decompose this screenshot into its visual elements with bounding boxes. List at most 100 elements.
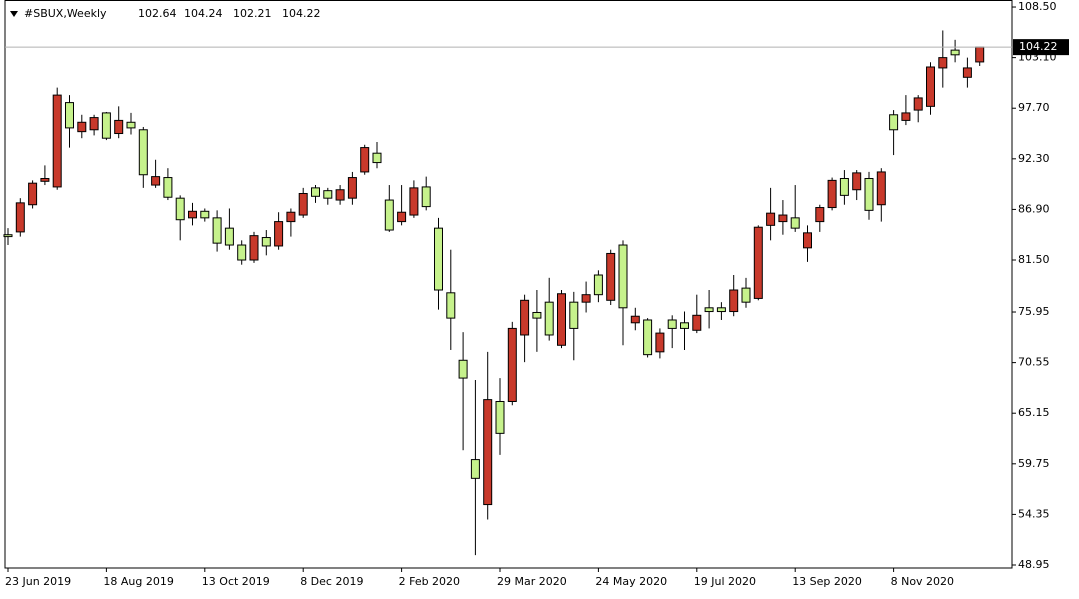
- candle-body: [557, 293, 566, 346]
- x-tick-label: 18 Aug 2019: [103, 575, 173, 588]
- candle-body: [89, 117, 99, 131]
- candle-body: [815, 207, 825, 223]
- candle-body: [163, 177, 173, 198]
- candle-body: [372, 152, 382, 164]
- candle-body: [249, 235, 259, 261]
- candle-body: [581, 294, 591, 303]
- x-tick-label: 13 Oct 2019: [202, 575, 270, 588]
- candle-body: [680, 322, 689, 329]
- candle-body: [839, 177, 849, 196]
- chart-title: #SBUX,Weekly: [24, 7, 107, 20]
- candle-body: [593, 274, 603, 296]
- candle-body: [827, 179, 837, 209]
- candle-body: [926, 66, 935, 107]
- candle-body: [212, 217, 222, 244]
- x-tick-label: 23 Jun 2019: [5, 575, 71, 588]
- candle-body: [65, 102, 74, 129]
- candle-body: [458, 359, 468, 379]
- candle-body: [347, 177, 357, 199]
- price-tag-label: 104.22: [1019, 40, 1058, 53]
- candle-body: [138, 129, 148, 176]
- candle-body: [274, 221, 284, 247]
- candle-body: [409, 187, 419, 216]
- candle-body: [790, 217, 800, 229]
- candle-body: [28, 182, 38, 206]
- candle-body: [667, 319, 677, 329]
- candle-body: [237, 244, 247, 261]
- candle-body: [950, 49, 960, 56]
- candle-body: [766, 212, 776, 226]
- y-tick-label: 86.90: [1018, 202, 1050, 215]
- candle-body: [298, 192, 308, 216]
- candle-body: [335, 189, 345, 201]
- candle-body: [3, 234, 13, 238]
- candle-body: [114, 119, 124, 135]
- header-close: 104.22: [282, 7, 321, 20]
- candle-body: [544, 301, 554, 336]
- candle-body: [618, 244, 628, 309]
- candle-body: [126, 121, 136, 129]
- y-tick-label: 59.75: [1018, 457, 1050, 470]
- candle-body: [15, 202, 25, 233]
- candle-body: [224, 227, 234, 246]
- candle-body: [606, 252, 616, 301]
- candle-body: [188, 210, 197, 219]
- candle-body: [962, 67, 972, 78]
- candle-body: [803, 232, 812, 249]
- candle-body: [311, 187, 320, 197]
- header-low: 102.21: [233, 7, 272, 20]
- candle-body: [643, 319, 653, 356]
- candle-body: [446, 292, 456, 319]
- candle-body: [200, 210, 210, 219]
- x-tick-label: 13 Sep 2020: [792, 575, 862, 588]
- candle-body: [975, 46, 985, 63]
- plot-frame: [4, 0, 1013, 569]
- y-tick-label: 48.95: [1018, 558, 1050, 571]
- candle-body: [778, 214, 788, 223]
- candle-body: [729, 289, 739, 313]
- y-tick-label: 92.30: [1018, 152, 1050, 165]
- candle-body: [913, 97, 923, 111]
- x-tick-label: 19 Jul 2020: [694, 575, 756, 588]
- candle-body: [483, 399, 493, 506]
- candle-body: [360, 147, 370, 173]
- y-tick-label: 54.35: [1018, 507, 1050, 520]
- y-tick-label: 75.95: [1018, 305, 1050, 318]
- y-tick-label: 70.55: [1018, 356, 1050, 369]
- candle-body: [52, 94, 62, 188]
- header-open: 102.64: [138, 7, 177, 20]
- header-high: 104.24: [184, 7, 223, 20]
- candle-body: [421, 186, 431, 208]
- x-tick-label: 8 Dec 2019: [300, 575, 363, 588]
- y-tick-label: 97.70: [1018, 101, 1050, 114]
- candle-body: [532, 311, 542, 319]
- candle-body: [323, 190, 333, 199]
- candle-body: [753, 226, 763, 299]
- y-tick-label: 108.50: [1018, 0, 1057, 13]
- candle-body: [101, 112, 111, 139]
- candle-body: [261, 237, 271, 247]
- candle-body: [470, 459, 480, 479]
- candle-body: [630, 315, 640, 324]
- candle-body: [741, 287, 751, 303]
- candle-body: [569, 301, 579, 329]
- candle-body: [384, 199, 394, 231]
- menu-arrow: [10, 11, 18, 17]
- candle-body: [901, 112, 911, 121]
- x-tick-label: 8 Nov 2020: [891, 575, 954, 588]
- candle-body: [286, 211, 296, 223]
- candle-body: [520, 299, 530, 336]
- candle-body: [77, 121, 87, 133]
- x-tick-label: 24 May 2020: [595, 575, 667, 588]
- candle-body: [151, 176, 161, 186]
- candle-body: [938, 57, 948, 69]
- candle-body: [864, 177, 874, 211]
- price-tag: [1013, 39, 1069, 56]
- x-tick-label: 2 Feb 2020: [399, 575, 460, 588]
- candle-body: [507, 327, 517, 402]
- candle-body: [852, 172, 862, 191]
- candle-body: [655, 332, 665, 353]
- candle-body: [876, 171, 886, 206]
- candle-body: [889, 114, 899, 131]
